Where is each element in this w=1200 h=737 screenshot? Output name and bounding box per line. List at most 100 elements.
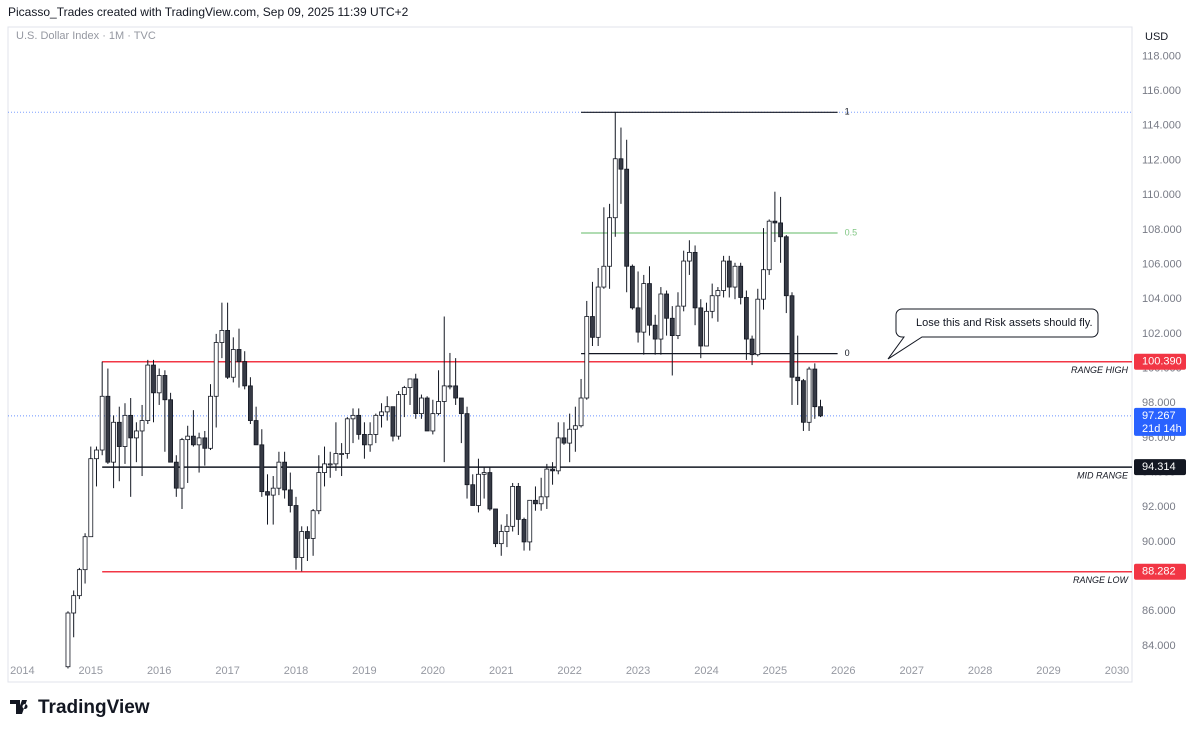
symbol-info: U.S. Dollar Index · 1M · TVC <box>16 30 156 42</box>
candle-body <box>652 324 658 340</box>
candle-body <box>111 421 116 463</box>
candle-body <box>390 406 396 437</box>
candle-body <box>721 260 726 291</box>
brand: TradingView <box>38 697 150 718</box>
x-tick-label: 2014 <box>10 665 34 677</box>
y-tick-label: 116.000 <box>1142 85 1181 97</box>
x-tick-label: 2027 <box>899 665 923 677</box>
level-name: RANGE HIGH <box>1071 365 1129 375</box>
candle-body <box>818 406 823 417</box>
candle-body <box>493 508 498 545</box>
x-tick-label: 2026 <box>831 665 855 677</box>
candle-body <box>424 397 430 432</box>
fib-label: 0 <box>845 348 850 358</box>
fib-label: 1 <box>845 107 850 117</box>
candle-body <box>413 378 419 415</box>
x-tick-label: 2021 <box>489 665 513 677</box>
candle-body <box>544 468 550 498</box>
x-tick-label: 2019 <box>352 665 376 677</box>
candle-body <box>276 461 282 489</box>
brand-logo: TradingView <box>10 697 150 718</box>
candle-body <box>293 505 299 558</box>
candle-body <box>419 397 424 415</box>
candle-body <box>669 317 675 337</box>
candle-body <box>94 449 99 460</box>
candle-body <box>515 486 521 520</box>
y-tick-label: 84.000 <box>1142 640 1176 652</box>
candle-body <box>641 283 647 333</box>
x-tick-label: 2025 <box>763 665 787 677</box>
candle-body <box>133 430 139 439</box>
candle-body <box>173 461 179 489</box>
candle-body <box>601 265 607 288</box>
candle-body <box>441 385 447 402</box>
candle-body <box>373 414 379 435</box>
candle-body <box>105 395 111 463</box>
candle-body <box>219 330 225 343</box>
candle-body <box>612 158 618 219</box>
candle-body <box>168 399 173 463</box>
candle-body <box>230 349 236 378</box>
candle-body <box>202 437 208 449</box>
y-tick-label: 86.000 <box>1142 605 1176 617</box>
candle-body <box>498 531 504 545</box>
currency: USD <box>1145 31 1168 43</box>
candle-body <box>453 385 459 399</box>
candle-body <box>704 310 709 347</box>
candle-body <box>510 486 516 527</box>
candle-body <box>436 401 441 415</box>
candle-body <box>430 413 436 432</box>
candle-body <box>812 368 818 408</box>
candle-body <box>795 376 801 382</box>
candle-body <box>618 158 624 170</box>
candle-body <box>88 458 94 538</box>
candle-body <box>162 375 168 401</box>
callout-box <box>887 308 1099 360</box>
x-tick-label: 2016 <box>147 665 171 677</box>
candle-body <box>236 349 242 363</box>
candle-body <box>259 444 265 493</box>
candle-body <box>367 434 373 446</box>
candle-body <box>344 418 350 454</box>
last-price-label: 97.267 <box>1142 410 1176 422</box>
candle-body <box>715 290 721 297</box>
candle-body <box>253 420 259 446</box>
candle-body <box>527 499 533 543</box>
candle-body <box>772 220 778 224</box>
candle-body <box>726 260 732 288</box>
x-tick-label: 2024 <box>694 665 718 677</box>
candle-body <box>481 472 487 475</box>
candle-body <box>185 435 191 441</box>
price-tag-label: 88.282 <box>1142 566 1176 578</box>
candle-body <box>350 414 356 420</box>
price-tag <box>1134 459 1186 476</box>
candle-body <box>76 569 82 597</box>
x-tick-label: 2018 <box>284 665 308 677</box>
candle-body <box>305 531 310 539</box>
candle-body <box>379 411 384 416</box>
level-name: MID RANGE <box>1077 470 1129 480</box>
candle-body <box>504 525 510 532</box>
candle-body <box>396 394 402 437</box>
candle-body <box>99 395 105 451</box>
y-tick-label: 104.000 <box>1142 293 1182 305</box>
candle-body <box>322 463 327 473</box>
candle-body <box>299 531 305 558</box>
candle-body <box>362 434 367 446</box>
x-tick-label: 2020 <box>421 665 445 677</box>
candle-body <box>65 612 71 668</box>
candle-body <box>116 421 122 447</box>
candle-body <box>145 364 151 421</box>
candle-body <box>692 251 698 309</box>
candle-body <box>584 316 590 399</box>
candle-body <box>407 378 413 389</box>
candle-body <box>248 385 253 421</box>
candle-body <box>356 414 362 435</box>
candle-body <box>384 406 390 413</box>
candle-body <box>327 463 333 466</box>
candle-body <box>778 222 783 238</box>
header: Picasso_Trades created with TradingView.… <box>8 5 409 19</box>
fib-label: 0.5 <box>845 227 858 237</box>
